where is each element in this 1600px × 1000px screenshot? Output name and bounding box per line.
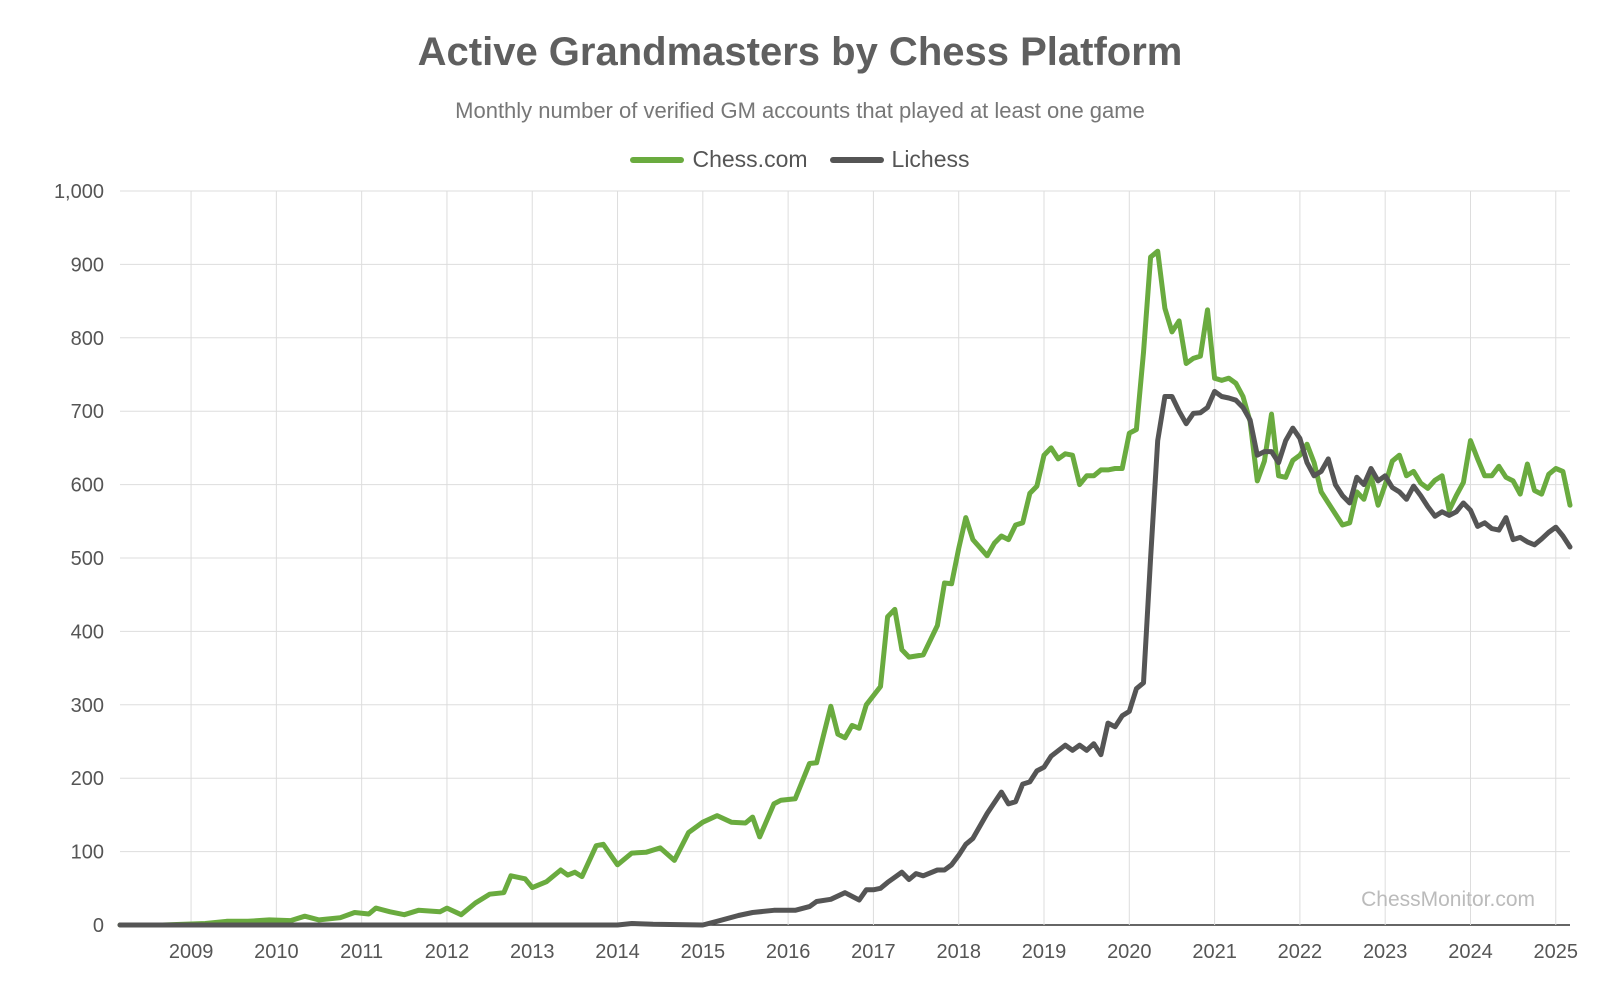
x-tick-label: 2024	[1448, 941, 1493, 963]
y-tick-label: 700	[71, 401, 104, 423]
x-tick-label: 2023	[1363, 941, 1408, 963]
y-tick-label: 400	[71, 621, 104, 643]
y-tick-label: 500	[71, 548, 104, 570]
y-tick-label: 100	[71, 842, 104, 864]
x-tick-label: 2013	[510, 941, 555, 963]
legend-item-lichess[interactable]: Lichess	[829, 146, 970, 173]
x-tick-label: 2016	[766, 941, 811, 963]
y-tick-label: 1,000	[54, 181, 104, 203]
legend-item-chesscom[interactable]: Chess.com	[630, 146, 808, 173]
x-tick-label: 2020	[1107, 941, 1152, 963]
x-tick-label: 2010	[254, 941, 299, 963]
legend-label-chesscom: Chess.com	[692, 146, 808, 172]
x-tick-label: 2015	[681, 941, 726, 963]
y-tick-label: 200	[71, 768, 104, 790]
x-tick-label: 2021	[1192, 941, 1237, 963]
y-tick-label: 300	[71, 695, 104, 717]
legend-label-lichess: Lichess	[891, 146, 970, 172]
x-tick-label: 2025	[1534, 941, 1579, 963]
y-tick-label: 0	[93, 915, 104, 937]
x-tick-label: 2019	[1022, 941, 1067, 963]
x-tick-label: 2014	[595, 941, 640, 963]
legend: Chess.com Lichess	[0, 146, 1600, 173]
chart-subtitle: Monthly number of verified GM accounts t…	[455, 98, 1145, 123]
x-tick-label: 2012	[425, 941, 470, 963]
x-tick-label: 2022	[1278, 941, 1323, 963]
x-tick-label: 2011	[340, 941, 383, 963]
series-line-chesscom	[117, 248, 1573, 928]
series-line-lichess	[117, 388, 1573, 928]
x-tick-label: 2009	[169, 941, 214, 963]
y-tick-label: 900	[71, 254, 104, 276]
watermark: ChessMonitor.com	[1361, 888, 1535, 911]
x-tick-label: 2018	[936, 941, 981, 963]
legend-swatch-lichess	[829, 156, 884, 163]
legend-swatch-chesscom	[630, 156, 685, 163]
chart-title: Active Grandmasters by Chess Platform	[417, 30, 1183, 74]
x-tick-label: 2017	[851, 941, 896, 963]
y-tick-label: 600	[71, 475, 104, 497]
y-tick-label: 800	[71, 328, 104, 350]
